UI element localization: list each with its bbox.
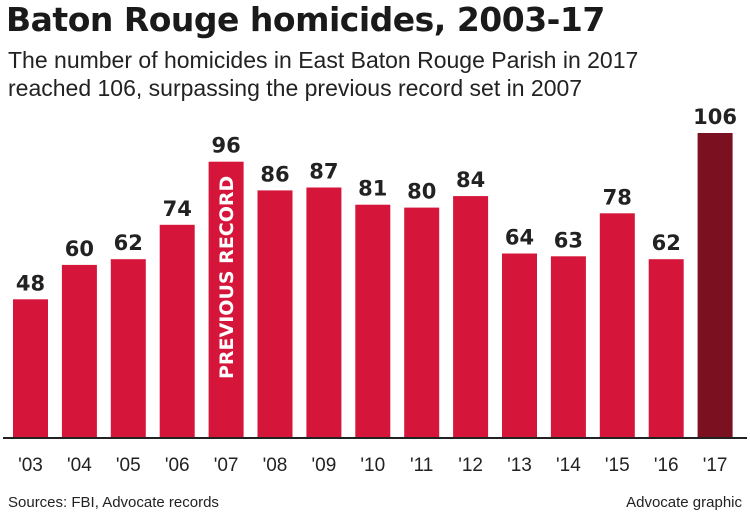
chart-title: Baton Rouge homicides, 2003-17 bbox=[6, 0, 605, 39]
previous-record-annotation: PREVIOUS RECORD bbox=[216, 176, 238, 379]
bars-group: PREVIOUS RECORD bbox=[13, 133, 733, 437]
bar-2 bbox=[110, 259, 146, 437]
x-tick-label: '10 bbox=[360, 455, 385, 476]
x-tick-label: '13 bbox=[507, 455, 532, 476]
bar-10 bbox=[502, 253, 537, 437]
x-tick-label: '11 bbox=[410, 455, 433, 476]
value-label: 80 bbox=[407, 180, 436, 204]
value-label: 60 bbox=[65, 237, 94, 261]
value-label: 48 bbox=[16, 271, 45, 295]
x-tick-label: '16 bbox=[654, 455, 679, 476]
x-tick-label: '09 bbox=[312, 455, 337, 476]
x-tick-label: '08 bbox=[263, 455, 288, 476]
bar-12 bbox=[599, 213, 635, 437]
value-label: 106 bbox=[693, 105, 737, 129]
value-label: 62 bbox=[114, 231, 143, 255]
x-tick-label: '17 bbox=[703, 455, 728, 476]
credit-note: Advocate graphic bbox=[626, 494, 742, 511]
value-label: 96 bbox=[211, 134, 240, 158]
x-tick-label: '12 bbox=[458, 455, 483, 476]
value-label: 74 bbox=[163, 197, 192, 221]
bar-13 bbox=[648, 259, 684, 437]
value-label: 64 bbox=[505, 226, 534, 250]
value-label: 78 bbox=[603, 185, 632, 209]
bar-1 bbox=[61, 264, 97, 437]
bar-7 bbox=[355, 204, 391, 437]
bar-6 bbox=[306, 187, 342, 437]
value-label: 86 bbox=[260, 162, 289, 186]
x-tick-label: '03 bbox=[18, 455, 43, 476]
x-tick-labels-group: '03 '04 '05 '06 '07 '08 '09 '10 '11 '12 '13 '14 '15 '… bbox=[18, 455, 727, 476]
value-label: 87 bbox=[309, 160, 338, 184]
bar-9 bbox=[453, 196, 489, 437]
x-tick-label: '07 bbox=[214, 455, 239, 476]
x-tick-label: '06 bbox=[165, 455, 190, 476]
value-label: 81 bbox=[358, 177, 387, 201]
bar-3 bbox=[159, 224, 195, 437]
bar-0 bbox=[13, 299, 48, 437]
source-note: Sources: FBI, Advocate records bbox=[8, 494, 219, 511]
x-tick-label: '05 bbox=[116, 455, 141, 476]
bar-14 bbox=[697, 133, 733, 437]
bar-11 bbox=[550, 256, 586, 437]
bar-4 bbox=[208, 161, 244, 437]
value-label: 63 bbox=[554, 228, 583, 252]
value-label: 84 bbox=[456, 168, 485, 192]
x-tick-label: '15 bbox=[605, 455, 630, 476]
value-labels-group: 48 60 62 74 96 86 87 81 80 84 64 63 78 62 106 bbox=[16, 105, 737, 295]
bar-5 bbox=[257, 190, 293, 437]
x-tick-label: '14 bbox=[556, 455, 581, 476]
value-label: 62 bbox=[652, 231, 681, 255]
chart-subtitle: The number of homicides in East Baton Ro… bbox=[8, 47, 639, 101]
bar-8 bbox=[404, 207, 440, 437]
x-tick-label: '04 bbox=[67, 455, 92, 476]
